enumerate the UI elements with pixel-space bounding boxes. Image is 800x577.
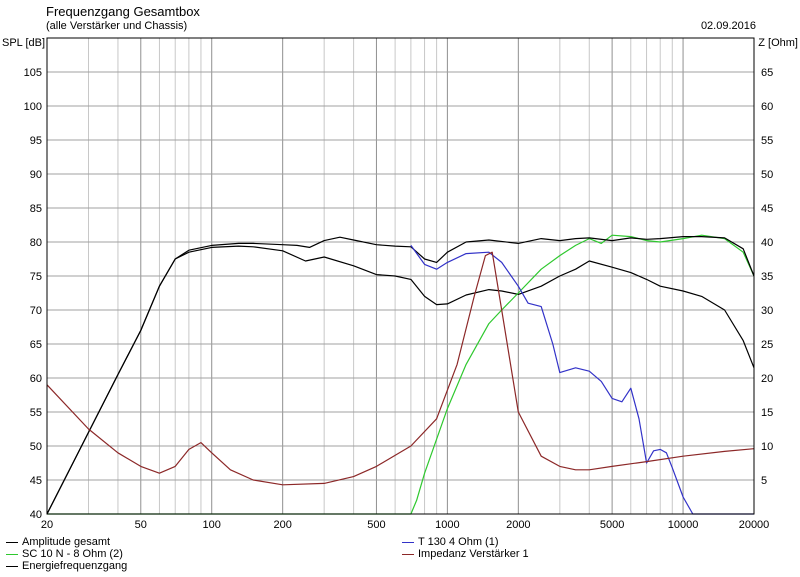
y-tick-label-left: 70 bbox=[30, 305, 42, 317]
y-tick-label-left: 85 bbox=[30, 203, 42, 215]
y-tick-label-left: 65 bbox=[30, 339, 42, 351]
y-tick-label-left: 105 bbox=[24, 67, 42, 79]
y-tick-label-left: 60 bbox=[30, 373, 42, 385]
y-tick-label-right: 45 bbox=[761, 203, 773, 215]
x-tick-label: 20 bbox=[41, 519, 53, 531]
y-tick-label-right: 5 bbox=[761, 475, 767, 487]
x-tick-label: 1000 bbox=[435, 519, 459, 531]
legend-label: Impedanz Verstärker 1 bbox=[418, 548, 529, 560]
legend-item: SC 10 N - 8 Ohm (2) bbox=[6, 548, 123, 560]
y-tick-label-left: 45 bbox=[30, 475, 42, 487]
y-tick-label-right: 30 bbox=[761, 305, 773, 317]
y-tick-label-right: 25 bbox=[761, 339, 773, 351]
series-line-1 bbox=[46, 245, 755, 515]
legend-swatch bbox=[402, 541, 414, 543]
chart-grid bbox=[46, 37, 755, 515]
y-tick-label-right: 50 bbox=[761, 169, 773, 181]
legend-label: Amplitude gesamt bbox=[22, 536, 111, 548]
legend-swatch bbox=[402, 553, 414, 555]
y-tick-label-left: 50 bbox=[30, 441, 42, 453]
y-tick-label-right: 65 bbox=[761, 67, 773, 79]
y-tick-label-left: 40 bbox=[30, 509, 42, 521]
chart-axes: 20 50 100 200 500 1000 2000 5000 10000 20000 40 45 5… bbox=[24, 37, 773, 531]
x-tick-label: 500 bbox=[367, 519, 385, 531]
legend-item: Energiefrequenzgang bbox=[6, 560, 127, 572]
y-tick-label-left: 90 bbox=[30, 169, 42, 181]
x-tick-label: 50 bbox=[135, 519, 147, 531]
chart-series bbox=[46, 234, 755, 515]
plot-frame bbox=[46, 37, 755, 515]
y-tick-label-right: 10 bbox=[761, 441, 773, 453]
y-axis-left-label: SPL [dB] bbox=[2, 37, 46, 49]
chart-title: Frequenzgang Gesamtbox bbox=[46, 4, 200, 19]
y-tick-label-right: 15 bbox=[761, 407, 773, 419]
y-tick-label-right: 20 bbox=[761, 373, 773, 385]
x-tick-label: 10000 bbox=[668, 519, 699, 531]
x-tick-label: 20000 bbox=[739, 519, 770, 531]
series-line-3 bbox=[46, 236, 755, 515]
y-tick-label-right: 60 bbox=[761, 101, 773, 113]
legend-label: SC 10 N - 8 Ohm (2) bbox=[22, 548, 123, 560]
y-axis-right-label: Z [Ohm] bbox=[758, 37, 798, 49]
y-tick-label-right: 55 bbox=[761, 135, 773, 147]
x-tick-label: 100 bbox=[203, 519, 221, 531]
legend-label: Energiefrequenzgang bbox=[22, 560, 128, 572]
legend-swatch bbox=[6, 553, 18, 555]
y-tick-label-left: 55 bbox=[30, 407, 42, 419]
legend-item: Impedanz Verstärker 1 bbox=[402, 548, 529, 560]
x-tick-label: 2000 bbox=[506, 519, 530, 531]
series-line-2 bbox=[47, 234, 755, 515]
legend-swatch bbox=[6, 541, 18, 543]
y-tick-label-left: 95 bbox=[30, 135, 42, 147]
legend-swatch bbox=[6, 565, 18, 567]
y-tick-label-left: 80 bbox=[30, 237, 42, 249]
y-tick-label-left: 100 bbox=[24, 101, 42, 113]
chart-date: 02.09.2016 bbox=[700, 20, 756, 32]
x-tick-label: 5000 bbox=[600, 519, 624, 531]
y-tick-label-left: 75 bbox=[30, 271, 42, 283]
legend-label: T 130 4 Ohm (1) bbox=[418, 536, 499, 548]
y-tick-label-right: 40 bbox=[761, 237, 773, 249]
x-tick-label: 200 bbox=[273, 519, 291, 531]
y-tick-label-right: 35 bbox=[761, 271, 773, 283]
legend-item: Amplitude gesamt bbox=[6, 536, 110, 548]
series-line-4 bbox=[410, 245, 754, 515]
series-line-5 bbox=[46, 251, 755, 486]
chart-subtitle: (alle Verstärker und Chassis) bbox=[46, 20, 188, 32]
legend-item: T 130 4 Ohm (1) bbox=[402, 536, 499, 548]
